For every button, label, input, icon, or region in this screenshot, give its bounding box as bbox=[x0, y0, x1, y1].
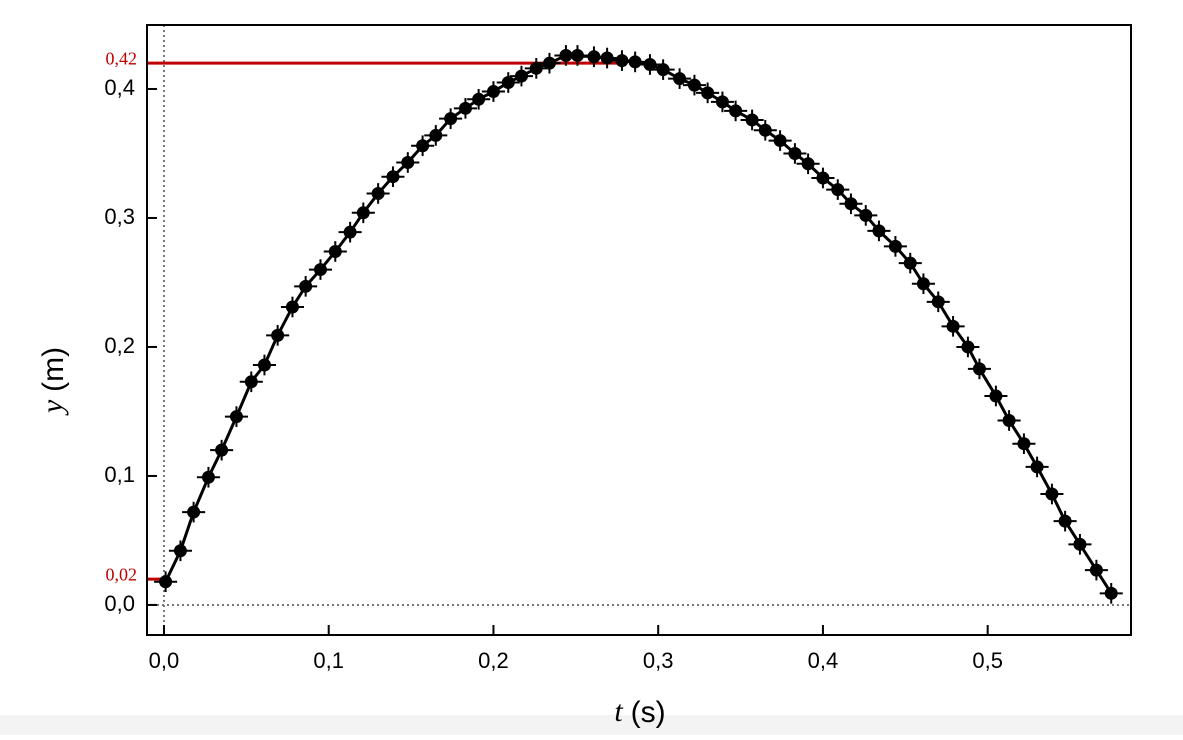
data-point bbox=[159, 575, 173, 589]
x-tick-label: 0,3 bbox=[643, 648, 674, 673]
data-point bbox=[1058, 514, 1072, 528]
data-point bbox=[859, 208, 873, 222]
data-point bbox=[1073, 537, 1087, 551]
data-point bbox=[1045, 487, 1059, 501]
data-point bbox=[701, 86, 715, 100]
data-point bbox=[187, 505, 201, 519]
data-point bbox=[229, 410, 243, 424]
data-point bbox=[472, 92, 486, 106]
data-point bbox=[801, 157, 815, 171]
x-axis-label: t (s) bbox=[614, 695, 665, 729]
x-tick-label: 0,2 bbox=[478, 648, 509, 673]
bottom-strip bbox=[0, 715, 1183, 735]
data-point bbox=[961, 340, 975, 354]
data-point bbox=[486, 85, 500, 99]
data-point bbox=[1002, 413, 1016, 427]
y-tick-label: 0,2 bbox=[104, 333, 135, 358]
data-point bbox=[1017, 437, 1031, 451]
data-point bbox=[285, 300, 299, 314]
data-point bbox=[313, 263, 327, 277]
y-tick-label: 0,1 bbox=[104, 462, 135, 487]
reference-label: 0,42 bbox=[106, 48, 138, 68]
data-point bbox=[916, 277, 930, 291]
data-point bbox=[271, 328, 285, 342]
data-point bbox=[386, 170, 400, 184]
x-axis-var: t bbox=[614, 695, 623, 728]
data-point bbox=[542, 56, 556, 70]
data-point bbox=[729, 104, 743, 118]
data-point bbox=[673, 72, 687, 86]
data-point bbox=[444, 112, 458, 126]
x-axis-unit: (s) bbox=[631, 696, 666, 729]
x-tick-label: 0,5 bbox=[972, 648, 1003, 673]
data-point bbox=[514, 69, 528, 83]
data-point bbox=[458, 101, 472, 115]
data-point bbox=[831, 183, 845, 197]
y-tick-label: 0,0 bbox=[104, 591, 135, 616]
data-point bbox=[656, 63, 670, 77]
data-point bbox=[244, 375, 258, 389]
data-point bbox=[972, 362, 986, 376]
data-point bbox=[903, 256, 917, 270]
data-point bbox=[643, 57, 657, 71]
data-point bbox=[201, 470, 215, 484]
data-point bbox=[371, 186, 385, 200]
data-point bbox=[343, 225, 357, 239]
data-point bbox=[416, 139, 430, 153]
data-point bbox=[615, 54, 629, 68]
data-point bbox=[931, 295, 945, 309]
data-point bbox=[570, 48, 584, 62]
x-tick-label: 0,4 bbox=[808, 648, 839, 673]
data-point bbox=[1030, 460, 1044, 474]
data-point bbox=[816, 171, 830, 185]
data-point bbox=[745, 113, 759, 127]
data-point bbox=[628, 55, 642, 69]
data-point bbox=[401, 156, 415, 170]
data-point bbox=[173, 544, 187, 558]
data-point bbox=[788, 146, 802, 160]
reference-label: 0,02 bbox=[106, 564, 138, 584]
data-point bbox=[501, 76, 515, 90]
data-point bbox=[299, 279, 313, 293]
data-point bbox=[587, 50, 601, 64]
data-point bbox=[844, 197, 858, 211]
plot: 0,0 0,1 0,2 0,3 0,4 0,5 0,0 0,1 0,2 0,3 0,4 0,42 0,0… bbox=[104, 24, 1132, 673]
data-point bbox=[1089, 563, 1103, 577]
data-point bbox=[1104, 586, 1118, 600]
data-point bbox=[872, 224, 886, 238]
data-point bbox=[989, 389, 1003, 403]
y-tick-label: 0,4 bbox=[104, 75, 135, 100]
y-tick-label: 0,3 bbox=[104, 204, 135, 229]
data-point bbox=[429, 128, 443, 142]
data-point bbox=[888, 239, 902, 253]
y-axis-var: y bbox=[36, 399, 69, 416]
plot-frame bbox=[146, 24, 1132, 636]
data-point bbox=[529, 61, 543, 75]
data-point bbox=[687, 78, 701, 92]
y-axis-unit: (m) bbox=[37, 347, 70, 392]
data-point bbox=[773, 134, 787, 148]
data-point bbox=[715, 95, 729, 109]
x-tick-label: 0,0 bbox=[149, 648, 180, 673]
data-point bbox=[946, 319, 960, 333]
data-point bbox=[356, 206, 370, 220]
data-line bbox=[164, 53, 1113, 595]
data-point bbox=[257, 358, 271, 372]
data-point bbox=[215, 443, 229, 457]
data-point bbox=[328, 245, 342, 259]
data-point bbox=[600, 51, 614, 65]
x-tick-label: 0,1 bbox=[313, 648, 344, 673]
data-point bbox=[758, 123, 772, 137]
y-axis-label: y (m) bbox=[36, 347, 70, 416]
